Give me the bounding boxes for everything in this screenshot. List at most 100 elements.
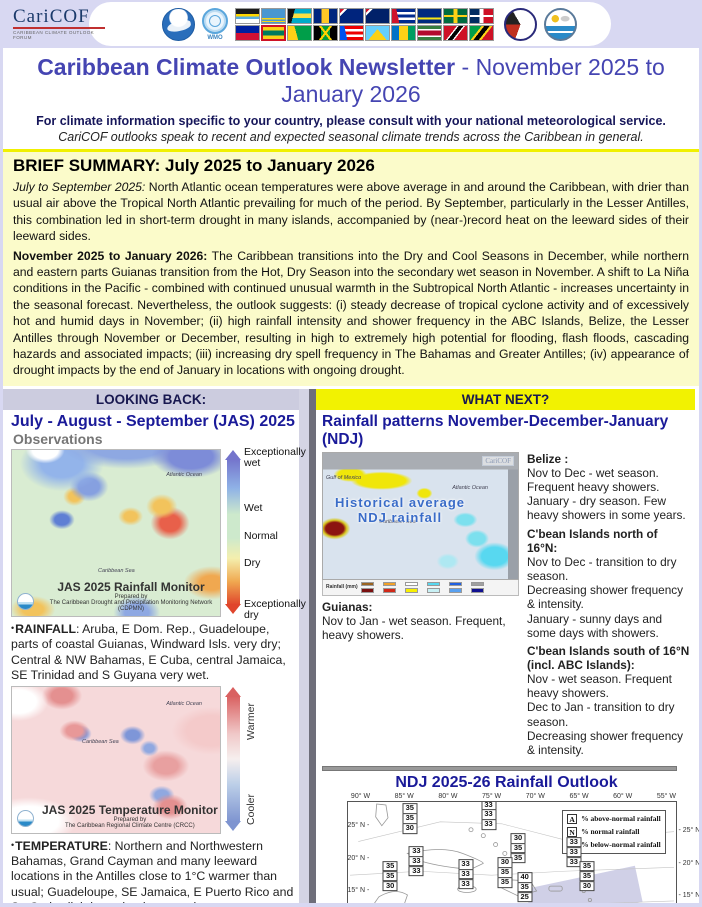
sea-label-gulf: Gulf of Mexico <box>326 474 362 481</box>
column-divider <box>309 388 316 903</box>
jas-season-heading[interactable]: July - August - September (JAS) 2025 <box>11 412 295 430</box>
summary-p2-lead: November 2025 to January 2026: <box>13 248 208 263</box>
temperature-note: TEMPERATURE: Northern and Northwestern B… <box>11 838 295 904</box>
flag-barbados <box>313 7 338 24</box>
lon-label: 70° W <box>525 793 545 801</box>
jas-rainfall-monitor-map[interactable]: Atlantic Ocean Caribbean Sea JAS 2025 Ra… <box>11 448 221 617</box>
summary-paragraph-ndj: November 2025 to January 2026: The Carib… <box>13 248 689 379</box>
rainfall-legend-swatch <box>470 588 484 593</box>
flag-grenada <box>261 24 286 41</box>
rainfall-patterns-heading[interactable]: Rainfall patterns November-December-Janu… <box>322 412 669 448</box>
outlook-map-canvas: A% above-normal rainfall N% normal rainf… <box>346 801 677 903</box>
scale-exceptionally-wet: Exceptionally wet <box>244 445 306 469</box>
legend-desc-a: % above-normal rainfall <box>581 814 661 824</box>
rainfall-map-title: JAS 2025 Rainfall Monitor <box>57 579 205 594</box>
flag-suriname <box>417 24 442 41</box>
outlook-map-figure[interactable]: 90° W 85° W 80° W 75° W 70° W 65° W 60° W 55° W <box>323 793 699 903</box>
looking-back-header: LOOKING BACK: <box>3 388 299 410</box>
probability-stack: 35 35 30 <box>402 803 418 834</box>
rainfall-map-preparedby: Prepared by <box>114 593 148 600</box>
cdpmn-logo-icon <box>17 592 34 610</box>
flag-dominica <box>443 7 468 24</box>
caribbean-flags-strip <box>235 7 497 41</box>
region-south-16n-line: Dec to Jan - transition to dry season. <box>527 700 675 729</box>
rainfall-map-org: The Caribbean Drought and Precipitation … <box>49 599 213 612</box>
caricof-logo-tagline: CARIBBEAN CLIMATE OUTLOOK FORUM <box>13 30 95 40</box>
probability-value: 33 <box>408 866 424 877</box>
region-south-16n-line: Nov - wet season. Frequent heavy showers… <box>527 671 672 701</box>
temperature-note-label: TEMPERATURE <box>15 838 108 853</box>
rainfall-color-scale: Exceptionally wet Wet Normal Dry Excepti… <box>225 445 306 620</box>
historical-map-overlay-text: Historical average NDJ rainfall <box>335 495 465 525</box>
probability-value: 30 <box>402 823 418 834</box>
noaa-logo-icon <box>162 7 195 41</box>
scale-cooler: Cooler <box>245 793 257 825</box>
caricof-logo-name: CariCOF <box>13 7 105 29</box>
scale-wet: Wet <box>244 501 263 514</box>
historical-map-legend: Rainfall (mm) <box>322 579 519 596</box>
lon-label: 85° W <box>394 793 414 801</box>
crcc-logo-icon <box>17 809 34 827</box>
probability-stack: 33 33 33 <box>481 802 497 830</box>
lon-label: 60° W <box>613 793 633 801</box>
overlay-line-1: Historical average <box>335 494 466 510</box>
cimh-logo-icon <box>544 7 577 41</box>
caricof-logo: CariCOF CARIBBEAN CLIMATE OUTLOOK FORUM <box>13 7 105 40</box>
flag-montserrat <box>365 7 390 24</box>
lon-label: 90° W <box>350 793 371 801</box>
region-north-16n: C'bean Islands north of 16°N: Nov to Dec… <box>527 527 691 640</box>
title-main: Caribbean Climate Outlook Newsletter <box>37 54 456 80</box>
flag-curacao <box>417 7 442 24</box>
ndj-outlook-heading[interactable]: NDJ 2025-26 Rainfall Outlook <box>395 774 618 792</box>
rainfall-monitor-row: Atlantic Ocean Caribbean Sea JAS 2025 Ra… <box>11 445 306 620</box>
region-belize-line: Nov to Dec - wet season. Frequent heavy … <box>527 465 660 495</box>
probability-stack: 33 33 33 <box>566 836 582 868</box>
region-south-16n: C'bean Islands south of 16°N (incl. ABC … <box>527 644 691 757</box>
rainfall-map-caption: JAS 2025 Rainfall Monitor Prepared by Th… <box>42 580 220 612</box>
patterns-row: CariCOF Gulf of Mexico Atlantic Ocean Ca… <box>322 451 691 757</box>
flag-haiti <box>235 24 260 41</box>
historical-ndj-rainfall-map[interactable]: CariCOF Gulf of Mexico Atlantic Ocean Ca… <box>322 451 519 580</box>
regions-text-column: Belize : Nov to Dec - wet season. Freque… <box>527 452 691 757</box>
looking-back-column: LOOKING BACK: July - August - September … <box>3 388 309 904</box>
region-belize-line: January - dry season. Few heavy showers … <box>527 494 686 523</box>
rainfall-legend-swatch <box>470 581 484 587</box>
rainfall-legend-swatch <box>360 588 374 593</box>
flag-guyana <box>287 24 312 41</box>
scale-exceptionally-dry: Exceptionally dry <box>244 597 306 621</box>
lat-label: 20° N - <box>347 855 370 863</box>
region-south-16n-line: Decreasing shower frequency & intensity. <box>527 728 684 757</box>
rainfall-legend-swatch <box>404 588 418 593</box>
rainfall-note-label: RAINFALL <box>15 621 76 636</box>
lon-label: 80° W <box>438 793 458 801</box>
legend-label: Rainfall (mm) <box>326 584 358 591</box>
region-guianas-line: Nov to Jan - wet season. Frequent, heavy… <box>322 613 506 643</box>
flag-dominican-republic <box>469 7 494 24</box>
probability-value: 33 <box>458 879 474 890</box>
flag-st-kitts-nevis <box>469 24 494 41</box>
probability-stack: 33 33 33 <box>408 846 424 877</box>
probability-value: 30 <box>579 880 595 892</box>
rainfall-legend-swatch <box>404 581 418 587</box>
compass-logo-icon <box>504 7 537 41</box>
rainfall-legend-swatch <box>426 588 440 593</box>
header-band: WMO CariCOF CARIBBEAN CLIMATE OUTLOOK FO… <box>3 0 699 48</box>
probability-value: 33 <box>481 819 497 830</box>
logo-strip: WMO <box>89 2 611 46</box>
observations-label: Observations <box>13 430 103 447</box>
jas-temperature-monitor-map[interactable]: Atlantic Ocean Caribbean Sea JAS 2025 Te… <box>11 685 221 834</box>
sea-label-caribbean: Caribbean Sea <box>82 738 119 745</box>
what-next-header: WHAT NEXT? <box>316 388 695 410</box>
temperature-map-org: The Caribbean Regional Climate Centre (C… <box>65 822 195 829</box>
temperature-color-scale: Warmer Cooler <box>225 686 295 834</box>
temperature-map-caption: JAS 2025 Temperature Monitor Prepared by… <box>42 803 218 829</box>
scale-normal: Normal <box>244 530 278 543</box>
flag-jamaica <box>313 24 338 41</box>
flag-antigua-barbuda <box>235 7 260 24</box>
summary-p1-lead: July to September 2025: <box>13 180 146 194</box>
lon-label: 75° W <box>482 793 502 801</box>
flag-st-vincent <box>391 24 416 41</box>
advisory-bold: For climate information specific to your… <box>36 114 666 128</box>
region-north-16n-line: Nov to Dec - transition to dry season. <box>527 554 677 583</box>
probability-value: 30 <box>382 880 398 892</box>
